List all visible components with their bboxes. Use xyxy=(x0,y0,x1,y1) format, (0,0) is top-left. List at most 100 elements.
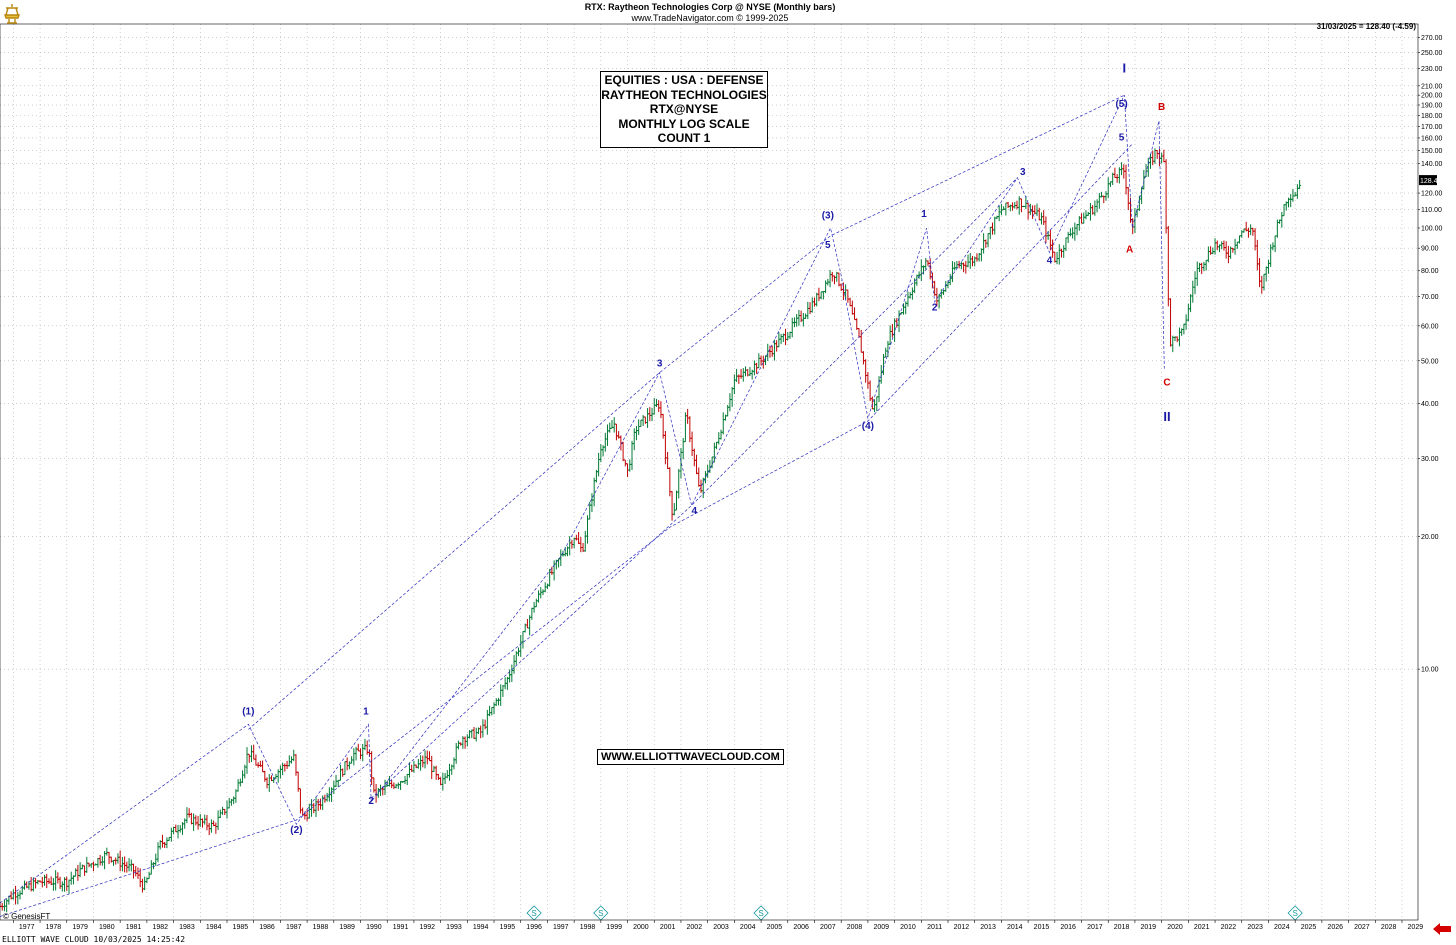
x-tick-label: 2008 xyxy=(847,924,863,931)
wave-label: 3 xyxy=(1020,167,1026,178)
x-tick-label: 1994 xyxy=(473,924,489,931)
wave-label: 4 xyxy=(1047,256,1053,267)
url-box: WWW.ELLIOTTWAVECLOUD.COM xyxy=(597,749,784,765)
y-tick-label: 100.00 xyxy=(1421,225,1443,232)
y-tick-label: 230.00 xyxy=(1421,66,1443,73)
y-tick-label: 190.00 xyxy=(1421,103,1443,110)
y-tick-label: 90.00 xyxy=(1421,246,1439,253)
x-tick-label: 2023 xyxy=(1247,924,1263,931)
x-tick-label: 2005 xyxy=(767,924,783,931)
title-line-1: EQUITIES : USA : DEFENSE xyxy=(604,73,764,87)
title-line-2: RAYTHEON TECHNOLOGIES xyxy=(601,87,767,102)
x-tick-label: 1996 xyxy=(526,924,542,931)
wave-label: (1) xyxy=(242,706,254,717)
x-tick-label: 2012 xyxy=(954,924,970,931)
event-marker-label: S xyxy=(1292,909,1297,918)
last-quote: 31/03/2025 = 128.40 (-4.59) xyxy=(1316,22,1416,31)
y-tick-label: 160.00 xyxy=(1421,135,1443,142)
x-tick-label: 1995 xyxy=(500,924,516,931)
y-tick-label: 80.00 xyxy=(1421,268,1439,275)
chart-source: www.TradeNavigator.com © 1999-2025 xyxy=(631,13,789,23)
title-box: EQUITIES : USA : DEFENSE RAYTHEON TECHNO… xyxy=(600,71,768,148)
copyright: © GenesisFT xyxy=(3,912,51,921)
wave-label: B xyxy=(1158,102,1165,113)
wave-label: (5) xyxy=(1115,99,1127,110)
y-tick-label: 250.00 xyxy=(1421,50,1443,57)
wave-label: 4 xyxy=(692,506,698,517)
y-tick-label: 20.00 xyxy=(1421,534,1439,541)
wave-labels: (1) (2) 1 2 3 4 (3) 5 (4) 1 2 3 4 I (5) 5 A B C II S S S S xyxy=(242,61,1303,921)
x-tick-label: 2000 xyxy=(633,924,649,931)
wave-line xyxy=(0,143,1133,917)
bell-logo-icon xyxy=(4,4,20,24)
x-tick-label: 2007 xyxy=(820,924,836,931)
x-tick-label: 1998 xyxy=(580,924,596,931)
event-marker-label: S xyxy=(598,909,603,918)
wave-label: C xyxy=(1163,377,1170,388)
event-marker-icon xyxy=(593,905,609,921)
event-marker-label: S xyxy=(531,909,536,918)
x-tick-label: 1983 xyxy=(179,924,195,931)
wave-label: II xyxy=(1163,409,1170,424)
x-tick-label: 1992 xyxy=(419,924,435,931)
wave-label: 2 xyxy=(932,303,938,314)
x-tick-label: 2018 xyxy=(1114,924,1130,931)
wave-label: 1 xyxy=(921,209,927,220)
y-tick-label: 210.00 xyxy=(1421,83,1443,90)
x-tick-label: 2016 xyxy=(1060,924,1076,931)
x-tick-label: 2029 xyxy=(1408,924,1424,931)
x-tick-label: 2028 xyxy=(1381,924,1397,931)
chart-title: RTX: Raytheon Technologies Corp @ NYSE (… xyxy=(584,2,836,12)
x-tick-label: 2009 xyxy=(873,924,889,931)
y-tick-label: 70.00 xyxy=(1421,294,1439,301)
y-tick-label: 50.00 xyxy=(1421,358,1439,365)
y-tick-label: 110.00 xyxy=(1421,207,1442,214)
x-tick-label: 2004 xyxy=(740,924,756,931)
x-tick-label: 1989 xyxy=(339,924,355,931)
wave-label: 5 xyxy=(825,240,831,251)
x-tick-label: 1979 xyxy=(72,924,88,931)
x-tick-label: 1997 xyxy=(553,924,569,931)
x-tick-label: 2020 xyxy=(1167,924,1183,931)
ohlc-bars xyxy=(0,148,1302,913)
y-tick-label: 180.00 xyxy=(1421,113,1443,120)
x-tick-label: 1987 xyxy=(286,924,302,931)
title-line-4: MONTHLY LOG SCALE xyxy=(618,116,750,131)
x-tick-label: 2011 xyxy=(927,924,942,931)
scroll-right-arrow-icon[interactable] xyxy=(1432,922,1452,936)
wave-label: 1 xyxy=(363,706,369,717)
x-tick-label: 2021 xyxy=(1194,924,1210,931)
x-tick-label: 2006 xyxy=(793,924,809,931)
title-line-5: COUNT 1 xyxy=(657,131,711,145)
wave-lines xyxy=(0,94,1165,917)
wave-label: (2) xyxy=(290,825,302,836)
chart-grid xyxy=(0,24,1418,920)
x-tick-label: 1977 xyxy=(19,924,35,931)
x-tick-label: 1985 xyxy=(233,924,249,931)
x-tick-label: 2024 xyxy=(1274,924,1290,931)
x-tick-label: 2001 xyxy=(660,924,676,931)
x-tick-label: 2022 xyxy=(1221,924,1237,931)
x-tick-label: 1991 xyxy=(393,924,409,931)
price-tag xyxy=(1419,175,1437,186)
wave-line xyxy=(0,95,1165,904)
y-tick-label: 200.00 xyxy=(1421,93,1443,100)
plot-frame xyxy=(0,23,1419,921)
wave-line xyxy=(370,177,1018,799)
x-tick-label: 2010 xyxy=(900,924,916,931)
y-tick-label: 60.00 xyxy=(1421,323,1439,330)
x-tick-label: 2017 xyxy=(1087,924,1103,931)
wave-label: (3) xyxy=(822,211,834,222)
x-tick-label: 2019 xyxy=(1140,924,1156,931)
x-tick-label: 1990 xyxy=(366,924,382,931)
event-marker-label: S xyxy=(758,909,763,918)
y-tick-label: 10.00 xyxy=(1421,667,1439,674)
x-tick-label: 2002 xyxy=(687,924,703,931)
wave-label: 2 xyxy=(368,796,374,807)
event-marker-icon xyxy=(526,905,542,921)
x-tick-label: 1993 xyxy=(446,924,462,931)
x-tick-label: 1981 xyxy=(126,924,142,931)
y-tick-label: 140.00 xyxy=(1421,161,1443,168)
y-tick-label: 270.00 xyxy=(1421,35,1443,42)
event-marker-icon xyxy=(753,905,769,921)
